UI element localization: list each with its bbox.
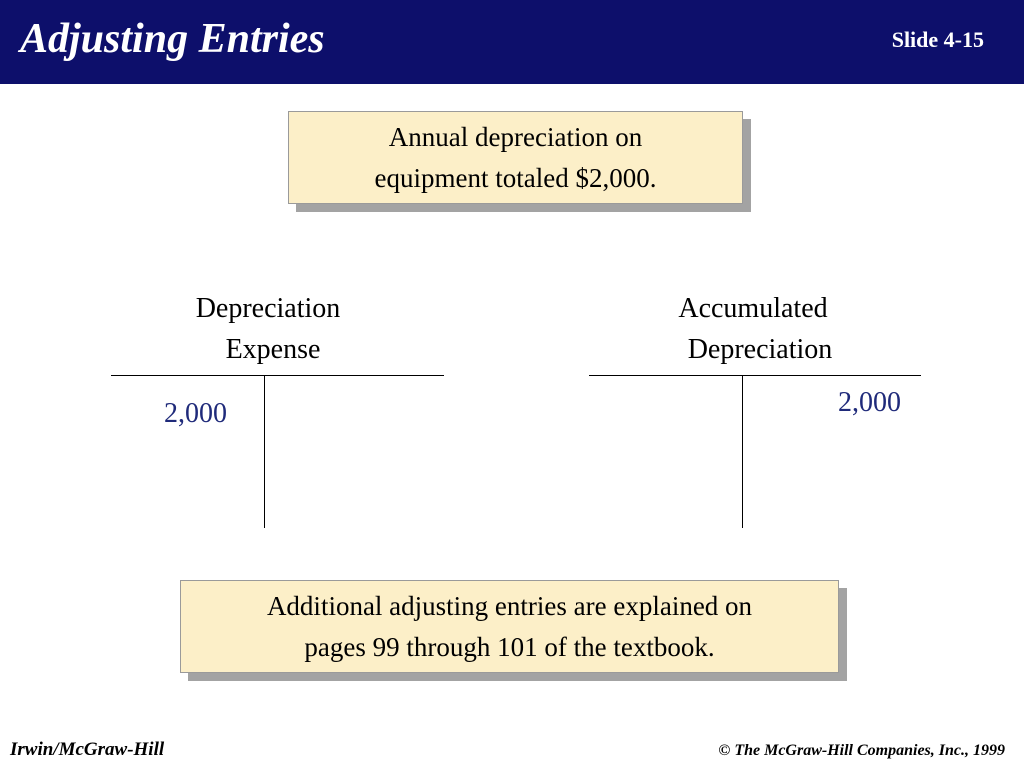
- callout-line: pages 99 through 101 of the textbook.: [304, 632, 715, 662]
- account-title-line: Accumulated: [678, 293, 828, 324]
- callout-line: Additional adjusting entries are explain…: [266, 591, 753, 621]
- account-title-line: Depreciation: [687, 334, 833, 365]
- slide-number: Slide 4-15: [891, 27, 984, 52]
- t-account-vertical-rule: [742, 376, 743, 528]
- t-account-horizontal-rule: [111, 375, 444, 376]
- slide-header: Adjusting Entries Slide 4-15: [0, 0, 1024, 84]
- credit-amount: 2,000: [838, 387, 901, 418]
- t-account-vertical-rule: [264, 376, 265, 528]
- t-account-horizontal-rule: [589, 375, 921, 376]
- publisher-footer: Irwin/McGraw-Hill: [10, 739, 165, 760]
- slide-title: Adjusting Entries: [20, 16, 325, 62]
- callout-line: equipment totaled $2,000.: [374, 163, 657, 193]
- account-title-line: Expense: [225, 334, 321, 365]
- textbook-reference-callout: Additional adjusting entries are explain…: [180, 580, 839, 673]
- copyright-footer: © The McGraw-Hill Companies, Inc., 1999: [718, 742, 1005, 759]
- callout-line: Annual depreciation on: [388, 122, 643, 152]
- depreciation-note-callout: Annual depreciation on equipment totaled…: [288, 111, 743, 204]
- account-title-line: Depreciation: [195, 293, 341, 324]
- debit-amount: 2,000: [164, 398, 227, 429]
